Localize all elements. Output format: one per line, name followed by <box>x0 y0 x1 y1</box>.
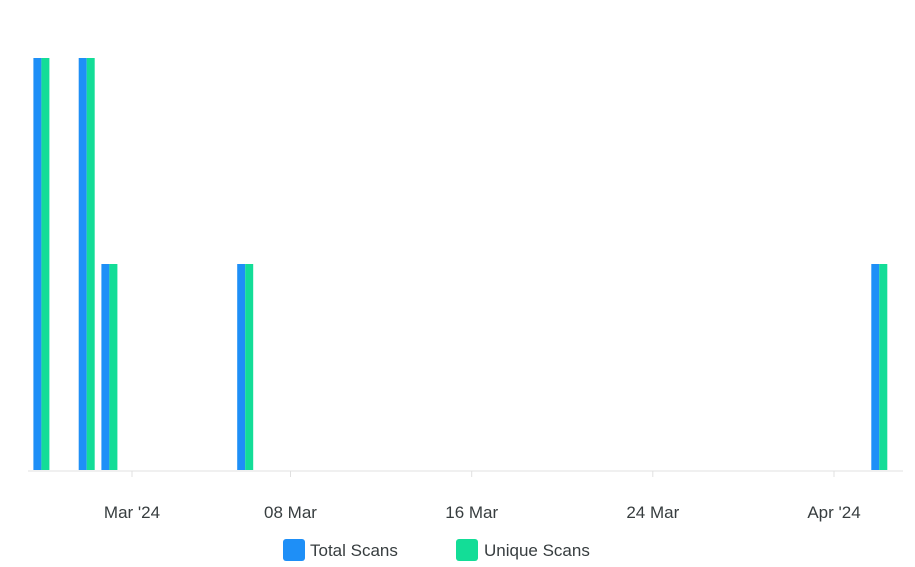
bar-total-scans-0[interactable] <box>33 58 42 470</box>
legend-marker <box>283 539 305 561</box>
legend-label: Unique Scans <box>484 541 590 560</box>
bar-total-scans-3[interactable] <box>237 264 246 470</box>
x-tick-label-3: 24 Mar <box>626 503 679 522</box>
legend-item-unique-scans[interactable]: Unique Scans <box>456 539 590 561</box>
bar-total-scans-1[interactable] <box>78 58 87 470</box>
bar-unique-scans-0[interactable] <box>41 58 50 470</box>
x-axis-ticks: Mar '24 08 Mar 16 Mar 24 Mar Apr '24 <box>104 471 861 522</box>
legend[interactable]: Total Scans Unique Scans <box>283 539 590 561</box>
legend-label: Total Scans <box>310 541 398 560</box>
bar-unique-scans-1[interactable] <box>86 58 95 470</box>
x-tick-label-2: 16 Mar <box>445 503 498 522</box>
bar-unique-scans-4[interactable] <box>879 264 888 470</box>
bar-total-scans-4[interactable] <box>871 264 880 470</box>
legend-item-total-scans[interactable]: Total Scans <box>283 539 398 561</box>
legend-marker <box>456 539 478 561</box>
bar-unique-scans-3[interactable] <box>245 264 254 470</box>
x-tick-label-4: Apr '24 <box>807 503 860 522</box>
x-tick-label-0: Mar '24 <box>104 503 160 522</box>
bar-total-scans-2[interactable] <box>101 264 110 470</box>
bar-unique-scans-2[interactable] <box>109 264 118 470</box>
bars-layer <box>33 58 888 470</box>
x-tick-label-1: 08 Mar <box>264 503 317 522</box>
